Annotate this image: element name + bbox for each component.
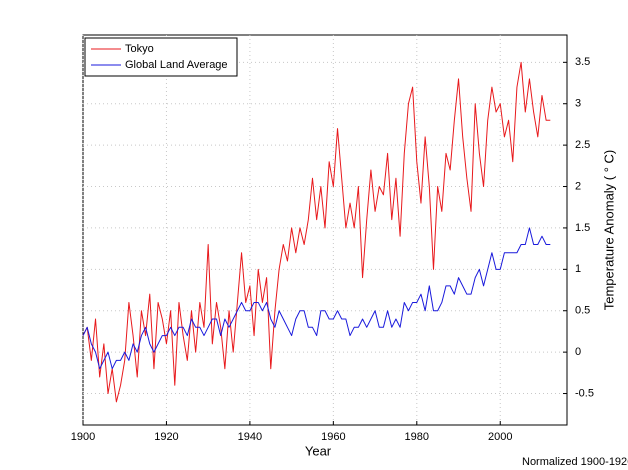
y-tick-label: 3.5: [575, 56, 590, 68]
y-tick-label: 2: [575, 180, 581, 192]
y-tick-label: 1: [575, 263, 581, 275]
y-tick-label: 0: [575, 346, 581, 358]
note: Normalized 1900-1926: [522, 456, 628, 468]
x-tick-label: 1960: [321, 431, 345, 443]
y-tick-label: -0.5: [575, 387, 594, 399]
y-tick-label: 3: [575, 98, 581, 110]
y-tick-label: 0.5: [575, 305, 590, 317]
legend-label: Global Land Average: [125, 59, 228, 71]
y-tick-label: 2.5: [575, 139, 590, 151]
x-tick-label: 2000: [488, 431, 512, 443]
y-axis-label: Temperature Anomaly ( ° C): [601, 150, 616, 311]
series-line: [82, 227, 551, 370]
series-line: [82, 61, 551, 403]
x-tick-label: 1920: [154, 431, 178, 443]
x-tick-label: 1980: [405, 431, 429, 443]
x-tick-label: 1900: [71, 431, 95, 443]
x-tick-label: 1940: [238, 431, 262, 443]
legend-box: [84, 37, 238, 77]
legend-label: Tokyo: [125, 43, 154, 55]
y-tick-label: 1.5: [575, 222, 590, 234]
x-axis-label: Year: [305, 443, 332, 458]
plot-frame: [82, 34, 568, 426]
